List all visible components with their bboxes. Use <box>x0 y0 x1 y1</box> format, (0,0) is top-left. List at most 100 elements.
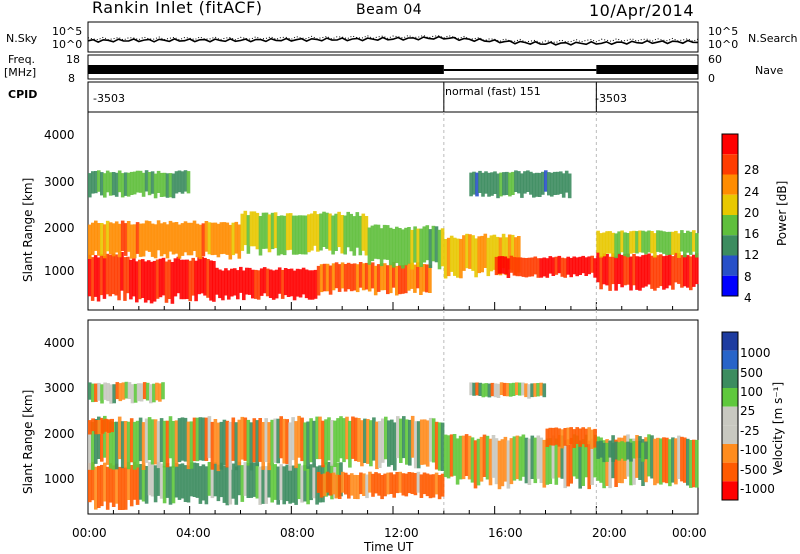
heat-cell <box>97 465 101 508</box>
heat-cell <box>505 171 509 195</box>
power-cbar-tick-4: 4 <box>744 291 752 305</box>
heat-cell <box>143 261 148 303</box>
heat-cell <box>514 170 518 192</box>
heat-cell <box>399 418 403 463</box>
heat-cell <box>177 418 182 463</box>
heat-cell <box>313 269 318 299</box>
heat-cell <box>502 382 507 397</box>
velocity-cbar-frame <box>721 331 739 501</box>
heat-cell <box>97 170 101 192</box>
heat-cell <box>635 231 639 254</box>
heat-cell <box>530 257 535 277</box>
heat-cell <box>91 418 95 432</box>
heat-cell <box>680 436 684 482</box>
heat-cell <box>393 422 397 471</box>
velocity-cbar-cell <box>722 388 738 407</box>
heat-cell <box>216 464 221 502</box>
heat-cell <box>215 267 219 295</box>
heat-cell <box>222 419 227 466</box>
heat-cell <box>195 223 200 258</box>
heat-cell <box>581 255 585 274</box>
heat-cell <box>564 170 569 193</box>
heat-cell <box>620 230 624 253</box>
heat-cell <box>354 417 358 462</box>
heat-cell <box>362 473 366 496</box>
heat-cell <box>261 466 265 504</box>
heat-cell <box>449 434 454 477</box>
heat-cell <box>114 254 118 296</box>
heat-cell <box>180 417 185 461</box>
heat-cell <box>133 383 138 403</box>
nsearch-tick-top: 10^5 <box>708 25 739 38</box>
noise-line-n-search <box>87 34 699 44</box>
heat-cell <box>617 442 621 461</box>
heat-cell <box>659 230 663 253</box>
heat-cell <box>310 213 314 251</box>
heat-cell <box>279 416 283 459</box>
heat-cell <box>135 420 140 468</box>
heat-cell <box>686 230 690 253</box>
heat-cell <box>520 173 524 198</box>
heat-cell <box>174 171 179 194</box>
heat-cell <box>132 461 137 500</box>
heat-cell <box>189 462 194 497</box>
heat-cell <box>527 384 531 399</box>
heat-cell <box>155 259 160 299</box>
heat-cell <box>174 462 179 498</box>
heat-cell <box>578 256 582 275</box>
heat-cell <box>321 420 325 468</box>
heat-cell <box>533 383 537 397</box>
heat-cell <box>590 255 594 273</box>
heat-cell <box>638 256 642 291</box>
heat-cell <box>230 268 234 297</box>
heat-cell <box>108 222 113 255</box>
velocity-ytick-2000: 2000 <box>44 427 75 441</box>
heat-cell <box>120 220 125 251</box>
heat-cell <box>183 170 188 192</box>
heat-cell <box>349 263 354 292</box>
heat-cell <box>103 382 107 400</box>
heat-cell <box>147 221 152 252</box>
velocity-cbar-tick-neg500: -500 <box>740 463 768 477</box>
heat-cell <box>471 235 475 271</box>
heat-cell <box>481 172 485 197</box>
heat-cell <box>185 259 189 299</box>
heat-cell <box>504 237 509 276</box>
power-cbar-cell <box>722 255 738 276</box>
heat-cell <box>96 257 101 302</box>
heat-cell <box>159 418 164 463</box>
heat-cell <box>452 434 457 476</box>
heat-cell <box>168 173 173 198</box>
heat-cell <box>115 382 120 400</box>
heat-cell <box>479 436 484 482</box>
freq-bar-1 <box>443 69 597 71</box>
heat-cell <box>373 224 378 259</box>
heat-cell <box>331 472 336 495</box>
heat-cell <box>138 259 142 300</box>
heat-cell <box>437 475 442 500</box>
heat-cell <box>602 442 606 463</box>
heat-cell <box>659 438 663 485</box>
heat-cell <box>349 213 353 252</box>
velocity-ytick-1000: 1000 <box>44 472 75 486</box>
heat-cell <box>437 229 442 270</box>
heat-cell <box>539 382 543 396</box>
heat-cell <box>638 440 642 458</box>
heat-cell <box>599 233 603 258</box>
heat-cell <box>407 227 411 264</box>
heat-cell <box>500 439 505 487</box>
heat-cell <box>404 473 409 497</box>
heat-cell <box>161 257 166 296</box>
heat-cell <box>382 224 387 260</box>
heat-cell <box>291 465 295 503</box>
heat-cell <box>596 441 600 459</box>
heat-cell <box>401 229 405 269</box>
date-label: 10/Apr/2014 <box>589 1 695 20</box>
heat-cell <box>377 473 381 496</box>
heat-cell <box>559 171 563 194</box>
velocity-cbar-tick-100: 100 <box>740 385 763 399</box>
freq-layer <box>88 65 698 74</box>
xtick-1: 04:00 <box>176 526 211 540</box>
heat-cell <box>322 211 326 247</box>
heat-cell <box>569 257 573 278</box>
